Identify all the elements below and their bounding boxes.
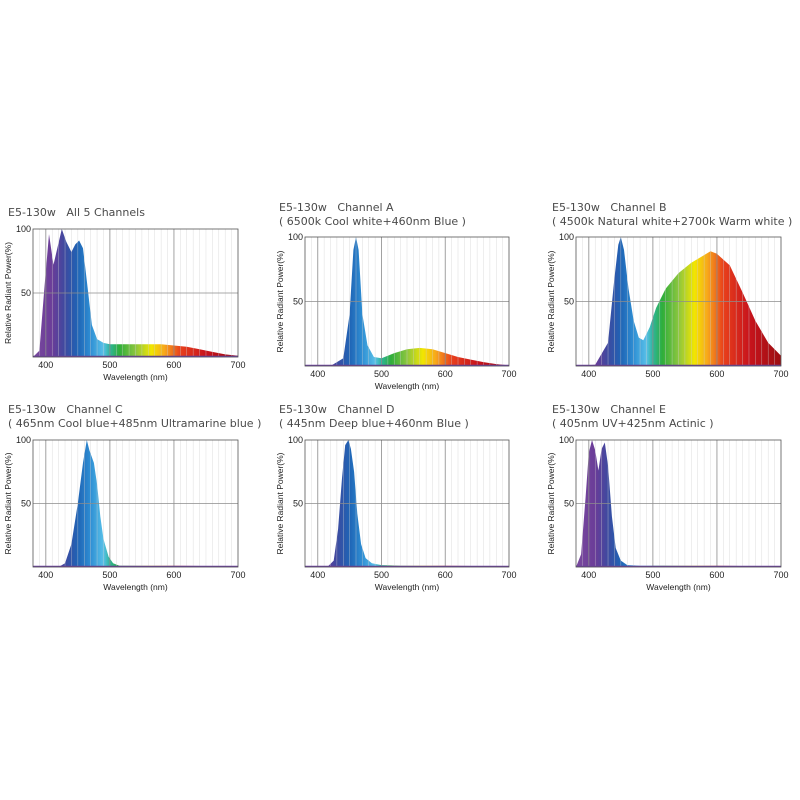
y-axis-label: Relative Radiant Power(%): [275, 250, 285, 352]
plot-frame: [304, 439, 510, 568]
x-tick-label: 700: [773, 369, 788, 379]
chart-title: E5-130w Channel C: [8, 403, 123, 416]
chart-panel-5: E5-130w Channel D( 445nm Deep blue+460nm…: [275, 403, 517, 592]
x-axis-label: Wavelength (nm): [375, 582, 440, 592]
x-tick-label: 400: [38, 360, 53, 370]
x-axis-label: Wavelength (nm): [646, 582, 711, 592]
y-tick-label: 100: [559, 435, 574, 445]
chart-panel-4: E5-130w Channel C( 465nm Cool blue+485nm…: [3, 403, 261, 592]
y-tick-label: 100: [16, 435, 31, 445]
y-tick-label: 100: [288, 232, 303, 242]
x-tick-label: 400: [581, 570, 596, 580]
chart-subtitle: ( 405nm UV+425nm Actinic ): [552, 417, 714, 430]
chart-subtitle: ( 4500k Natural white+2700k Warm white ): [552, 215, 792, 228]
y-tick-label: 100: [16, 224, 31, 234]
y-axis-label: Relative Radiant Power(%): [3, 242, 13, 344]
x-tick-label: 500: [374, 570, 389, 580]
chart-title: E5-130w Channel B: [552, 201, 667, 214]
plot-frame: [32, 228, 239, 358]
chart-panel-2: E5-130w Channel A( 6500k Cool white+460n…: [275, 201, 517, 391]
y-tick-label: 50: [21, 499, 31, 509]
x-tick-label: 700: [501, 369, 516, 379]
x-tick-label: 500: [374, 369, 389, 379]
y-axis-label: Relative Radiant Power(%): [546, 452, 556, 554]
x-tick-label: 600: [166, 570, 181, 580]
x-tick-label: 700: [230, 570, 245, 580]
x-tick-label: 400: [310, 570, 325, 580]
chart-title: E5-130w Channel A: [279, 201, 394, 214]
x-tick-label: 600: [709, 369, 724, 379]
x-tick-label: 400: [581, 369, 596, 379]
x-tick-label: 500: [102, 360, 117, 370]
plot-frame: [32, 439, 239, 568]
y-axis-label: Relative Radiant Power(%): [3, 452, 13, 554]
chart-subtitle: ( 465nm Cool blue+485nm Ultramarine blue…: [8, 417, 261, 430]
plot-frame: [304, 236, 510, 367]
chart-panel-3: E5-130w Channel B( 4500k Natural white+2…: [546, 201, 792, 379]
chart-title: E5-130w Channel E: [552, 403, 666, 416]
plot-frame: [575, 236, 782, 367]
plot-frame: [575, 439, 782, 568]
x-tick-label: 600: [709, 570, 724, 580]
x-tick-label: 600: [166, 360, 181, 370]
x-axis-label: Wavelength (nm): [375, 381, 440, 391]
x-tick-label: 700: [230, 360, 245, 370]
x-tick-label: 400: [38, 570, 53, 580]
y-tick-label: 50: [293, 499, 303, 509]
x-tick-label: 700: [773, 570, 788, 580]
chart-title: E5-130w Channel D: [279, 403, 395, 416]
x-axis-label: Wavelength (nm): [103, 372, 168, 382]
chart-title: E5-130w All 5 Channels: [8, 206, 145, 219]
chart-subtitle: ( 445nm Deep blue+460nm Blue ): [279, 417, 469, 430]
y-tick-label: 50: [564, 499, 574, 509]
y-tick-label: 100: [559, 232, 574, 242]
x-tick-label: 600: [438, 570, 453, 580]
y-tick-label: 100: [288, 435, 303, 445]
x-tick-label: 700: [501, 570, 516, 580]
chart-subtitle: ( 6500k Cool white+460nm Blue ): [279, 215, 466, 228]
x-tick-label: 500: [102, 570, 117, 580]
chart-panel-1: E5-130w All 5 Channels 400 500 600 700 100 50 W…: [3, 206, 246, 382]
x-tick-label: 600: [438, 369, 453, 379]
y-axis-label: Relative Radiant Power(%): [546, 250, 556, 352]
y-tick-label: 50: [293, 297, 303, 307]
x-tick-label: 500: [645, 369, 660, 379]
y-tick-label: 50: [21, 288, 31, 298]
spectrum-area: [576, 440, 781, 567]
y-tick-label: 50: [564, 297, 574, 307]
chart-panel-6: E5-130w Channel E( 405nm UV+425nm Actini…: [546, 403, 789, 592]
x-axis-label: Wavelength (nm): [103, 582, 168, 592]
x-tick-label: 400: [310, 369, 325, 379]
x-tick-label: 500: [645, 570, 660, 580]
y-axis-label: Relative Radiant Power(%): [275, 452, 285, 554]
